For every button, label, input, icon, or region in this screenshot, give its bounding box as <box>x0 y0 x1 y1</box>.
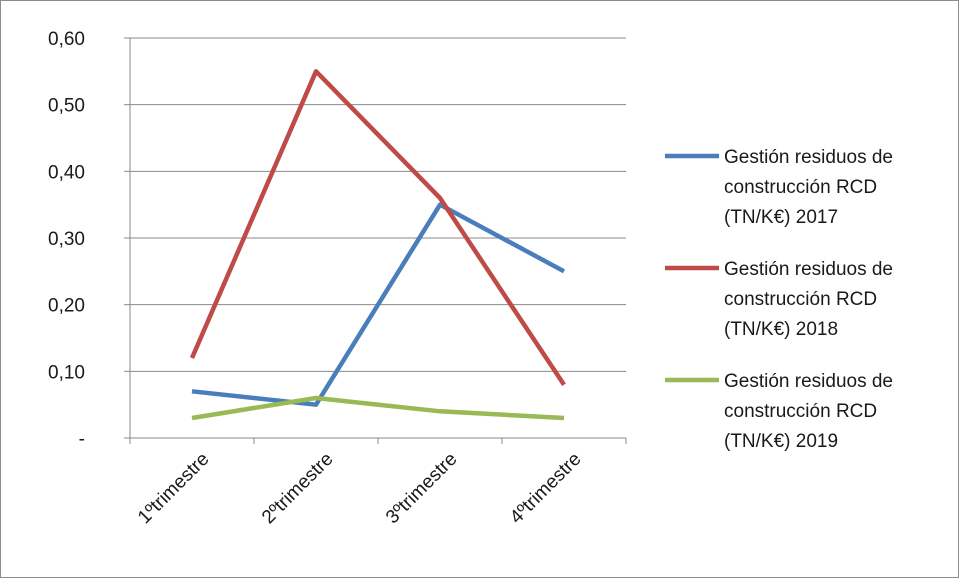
legend-label-2-line-2: construcción RCD <box>724 289 877 310</box>
y-tick-label: 0,30 <box>48 229 85 250</box>
legend-label-1-line-2: construcción RCD <box>724 177 877 198</box>
x-tick-label: 4ºtrimestre <box>506 449 585 528</box>
y-tick-labels: - 0,10 0,20 0,30 0,40 0,50 0,60 <box>48 29 85 450</box>
legend-label-3-line-1: Gestión residuos de <box>724 371 893 392</box>
gridlines <box>130 38 626 371</box>
y-tick-label: 0,10 <box>48 362 85 383</box>
axes <box>124 38 626 444</box>
x-tick-label: 2ºtrimestre <box>258 449 337 528</box>
legend-label-1-line-3: (TN/K€) 2017 <box>724 207 838 228</box>
series-lines <box>192 71 564 418</box>
y-tick-label: - <box>79 429 85 450</box>
y-tick-label: 0,40 <box>48 162 85 183</box>
x-tick-label: 1ºtrimestre <box>134 449 213 528</box>
legend-label-2-line-1: Gestión residuos de <box>724 259 893 280</box>
legend-label-1-line-1: Gestión residuos de <box>724 147 893 168</box>
series-line-2 <box>192 71 564 384</box>
series-line-3 <box>192 398 564 418</box>
x-tick-labels: 1ºtrimestre 2ºtrimestre 3ºtrimestre 4ºtrime… <box>134 449 585 528</box>
x-tick-label: 3ºtrimestre <box>382 449 461 528</box>
y-tick-label: 0,60 <box>48 29 85 50</box>
legend-label-2-line-3: (TN/K€) 2018 <box>724 319 838 340</box>
legend-label-3-line-2: construcción RCD <box>724 401 877 422</box>
legend: Gestión residuos de construcción RCD (TN/K… <box>665 147 893 452</box>
legend-label-3-line-3: (TN/K€) 2019 <box>724 431 838 452</box>
y-tick-label: 0,50 <box>48 96 85 117</box>
y-tick-label: 0,20 <box>48 296 85 317</box>
